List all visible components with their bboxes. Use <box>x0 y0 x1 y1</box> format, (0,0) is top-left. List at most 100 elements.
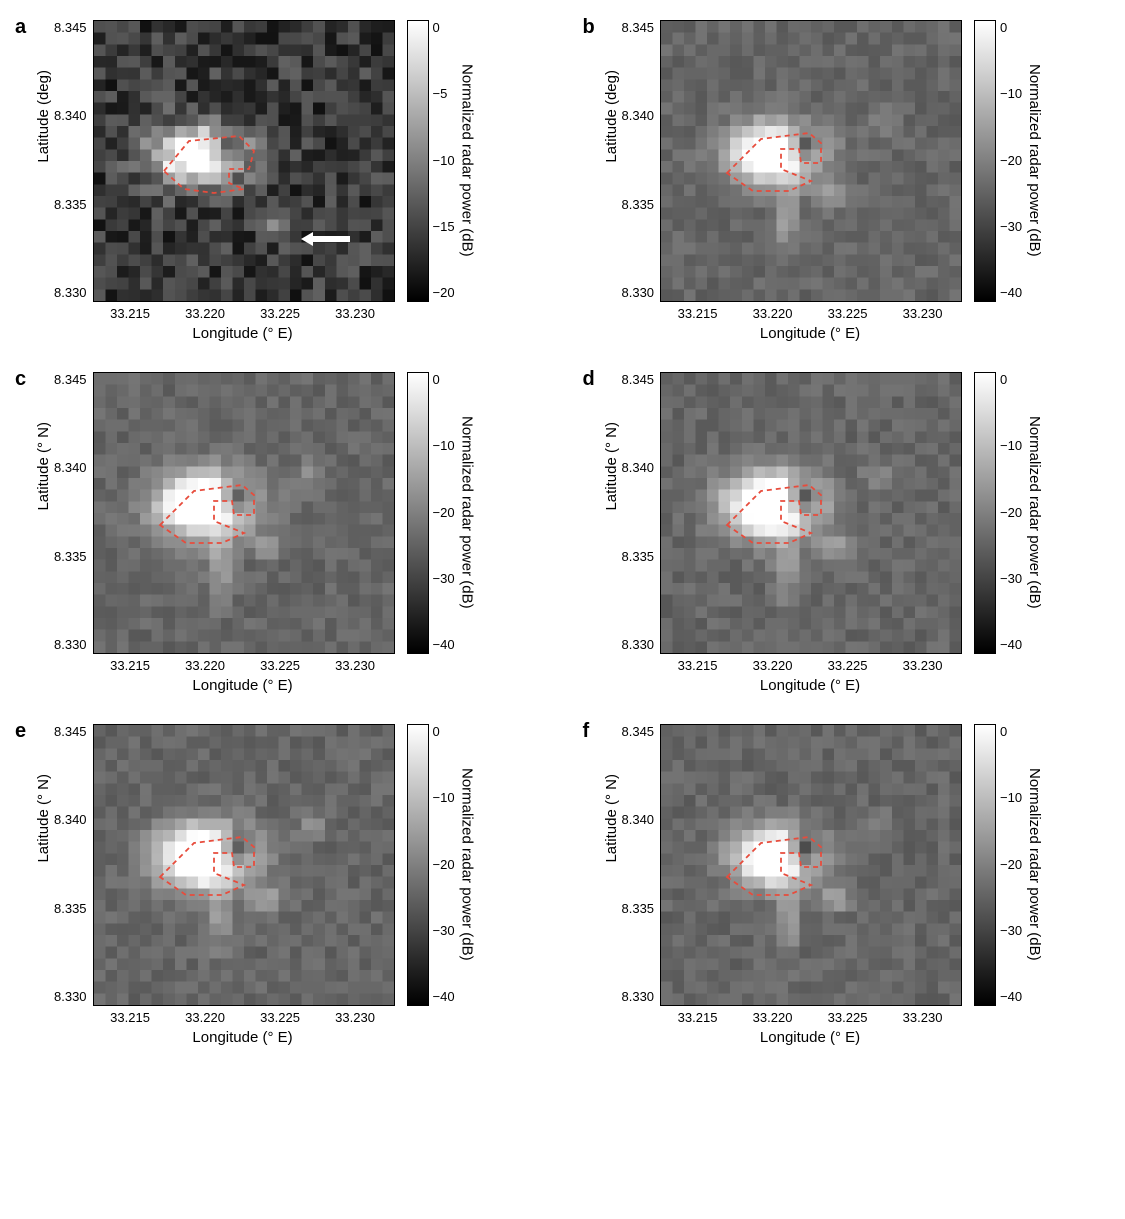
x-ticks: 33.21533.22033.22533.230 <box>660 1010 960 1025</box>
y-tick: 8.345 <box>54 724 87 739</box>
panel-letter: a <box>15 16 26 39</box>
x-tick: 33.230 <box>903 1010 943 1025</box>
x-tick: 33.230 <box>335 306 375 321</box>
panel-letter: b <box>583 16 595 39</box>
panel-e: eLatitude (° N)8.3458.3408.3358.33033.21… <box>15 724 543 1046</box>
y-axis-label: Latitude (° N) <box>35 724 52 873</box>
colorbar-tick: 0 <box>433 20 455 35</box>
radar-heatmap <box>93 372 395 654</box>
radar-heatmap <box>660 372 962 654</box>
y-tick: 8.335 <box>622 901 655 916</box>
colorbar-label: Normalized radar power (dB) <box>459 372 476 652</box>
y-tick: 8.345 <box>622 20 655 35</box>
colorbar-tick: 0 <box>1000 724 1022 739</box>
x-tick: 33.215 <box>110 1010 150 1025</box>
x-tick: 33.230 <box>335 658 375 673</box>
colorbar-label: Normalized radar power (dB) <box>459 724 476 1004</box>
colorbar-tick: −10 <box>433 153 455 168</box>
panel-letter: f <box>583 720 590 743</box>
y-tick: 8.345 <box>622 724 655 739</box>
y-axis-label: Latitude (° N) <box>603 372 620 521</box>
radar-heatmap <box>93 724 395 1006</box>
y-tick: 8.345 <box>54 372 87 387</box>
x-axis-label: Longitude (° E) <box>660 1029 960 1046</box>
x-ticks: 33.21533.22033.22533.230 <box>93 658 393 673</box>
y-tick: 8.335 <box>54 901 87 916</box>
colorbar <box>974 372 996 654</box>
colorbar-tick: −20 <box>1000 505 1022 520</box>
y-ticks: 8.345 8.340 8.335 8.330 <box>622 724 661 1004</box>
panel-f: fLatitude (° N)8.3458.3408.3358.33033.21… <box>583 724 1111 1046</box>
y-tick: 8.330 <box>54 285 87 300</box>
x-tick: 33.215 <box>110 306 150 321</box>
panel-d: dLatitude (° N)8.3458.3408.3358.33033.21… <box>583 372 1111 694</box>
x-tick: 33.225 <box>260 1010 300 1025</box>
colorbar-tick: −40 <box>1000 285 1022 300</box>
x-axis-label: Longitude (° E) <box>93 677 393 694</box>
y-tick: 8.330 <box>54 637 87 652</box>
x-tick: 33.215 <box>678 1010 718 1025</box>
colorbar-ticks: 0−10−20−30−40 <box>996 724 1022 1004</box>
colorbar-label: Normalized radar power (dB) <box>459 20 476 300</box>
panel-a: aLatitude (deg)8.3458.3408.3358.33033.21… <box>15 20 543 342</box>
x-axis-label: Longitude (° E) <box>93 1029 393 1046</box>
x-tick: 33.215 <box>678 306 718 321</box>
colorbar <box>407 724 429 1006</box>
colorbar-label: Normalized radar power (dB) <box>1026 372 1043 652</box>
panel-b: bLatitude (deg)8.3458.3408.3358.33033.21… <box>583 20 1111 342</box>
y-tick: 8.340 <box>54 812 87 827</box>
colorbar-tick: −5 <box>433 86 455 101</box>
colorbar-ticks: 0−10−20−30−40 <box>996 372 1022 652</box>
colorbar-tick: −40 <box>1000 989 1022 1004</box>
y-tick: 8.340 <box>622 460 655 475</box>
y-tick: 8.340 <box>622 812 655 827</box>
radar-heatmap <box>93 20 395 302</box>
colorbar-tick: −15 <box>433 219 455 234</box>
colorbar-tick: −30 <box>433 571 455 586</box>
x-tick: 33.230 <box>335 1010 375 1025</box>
y-ticks: 8.3458.3408.3358.330 <box>54 20 93 300</box>
x-tick: 33.215 <box>678 658 718 673</box>
x-tick: 33.230 <box>903 658 943 673</box>
x-tick: 33.220 <box>753 1010 793 1025</box>
y-tick: 8.345 <box>622 372 655 387</box>
colorbar-tick: −10 <box>1000 86 1022 101</box>
colorbar-tick: −30 <box>1000 923 1022 938</box>
colorbar-tick: −20 <box>433 505 455 520</box>
colorbar-tick: −40 <box>1000 637 1022 652</box>
y-tick: 8.335 <box>622 549 655 564</box>
x-tick: 33.225 <box>828 658 868 673</box>
colorbar-tick: 0 <box>1000 20 1022 35</box>
y-tick: 8.335 <box>622 197 655 212</box>
y-ticks: 8.3458.3408.3358.330 <box>622 372 661 652</box>
y-tick: 8.330 <box>54 989 87 1004</box>
y-axis-label: Latitude (° N) <box>603 724 620 873</box>
colorbar-tick: −30 <box>1000 571 1022 586</box>
colorbar-tick: −30 <box>433 923 455 938</box>
x-tick: 33.225 <box>260 306 300 321</box>
colorbar <box>974 724 996 1006</box>
x-axis-label: Longitude (° E) <box>660 677 960 694</box>
y-tick: 8.340 <box>54 108 87 123</box>
y-ticks: 8.345 8.340 8.335 8.330 <box>54 724 93 1004</box>
colorbar-tick: 0 <box>1000 372 1022 387</box>
colorbar-tick: 0 <box>433 724 455 739</box>
panel-c: cLatitude (° N)8.3458.3408.3358.33033.21… <box>15 372 543 694</box>
x-ticks: 33.21533.22033.22533.230 <box>660 306 960 321</box>
y-tick: 8.330 <box>622 285 655 300</box>
colorbar-tick: −40 <box>433 989 455 1004</box>
colorbar-tick: −40 <box>433 637 455 652</box>
y-tick: 8.335 <box>54 197 87 212</box>
colorbar-tick: −10 <box>433 438 455 453</box>
y-axis-label: Latitude (° N) <box>35 372 52 521</box>
colorbar-tick: −10 <box>433 790 455 805</box>
colorbar-tick: −30 <box>1000 219 1022 234</box>
colorbar-tick: −10 <box>1000 790 1022 805</box>
y-ticks: 8.3458.3408.3358.330 <box>54 372 93 652</box>
y-axis-label: Latitude (deg) <box>35 20 52 173</box>
radar-heatmap <box>660 724 962 1006</box>
colorbar-label: Normalized radar power (dB) <box>1026 724 1043 1004</box>
panel-letter: e <box>15 720 26 743</box>
x-tick: 33.220 <box>185 658 225 673</box>
y-tick: 8.330 <box>622 989 655 1004</box>
